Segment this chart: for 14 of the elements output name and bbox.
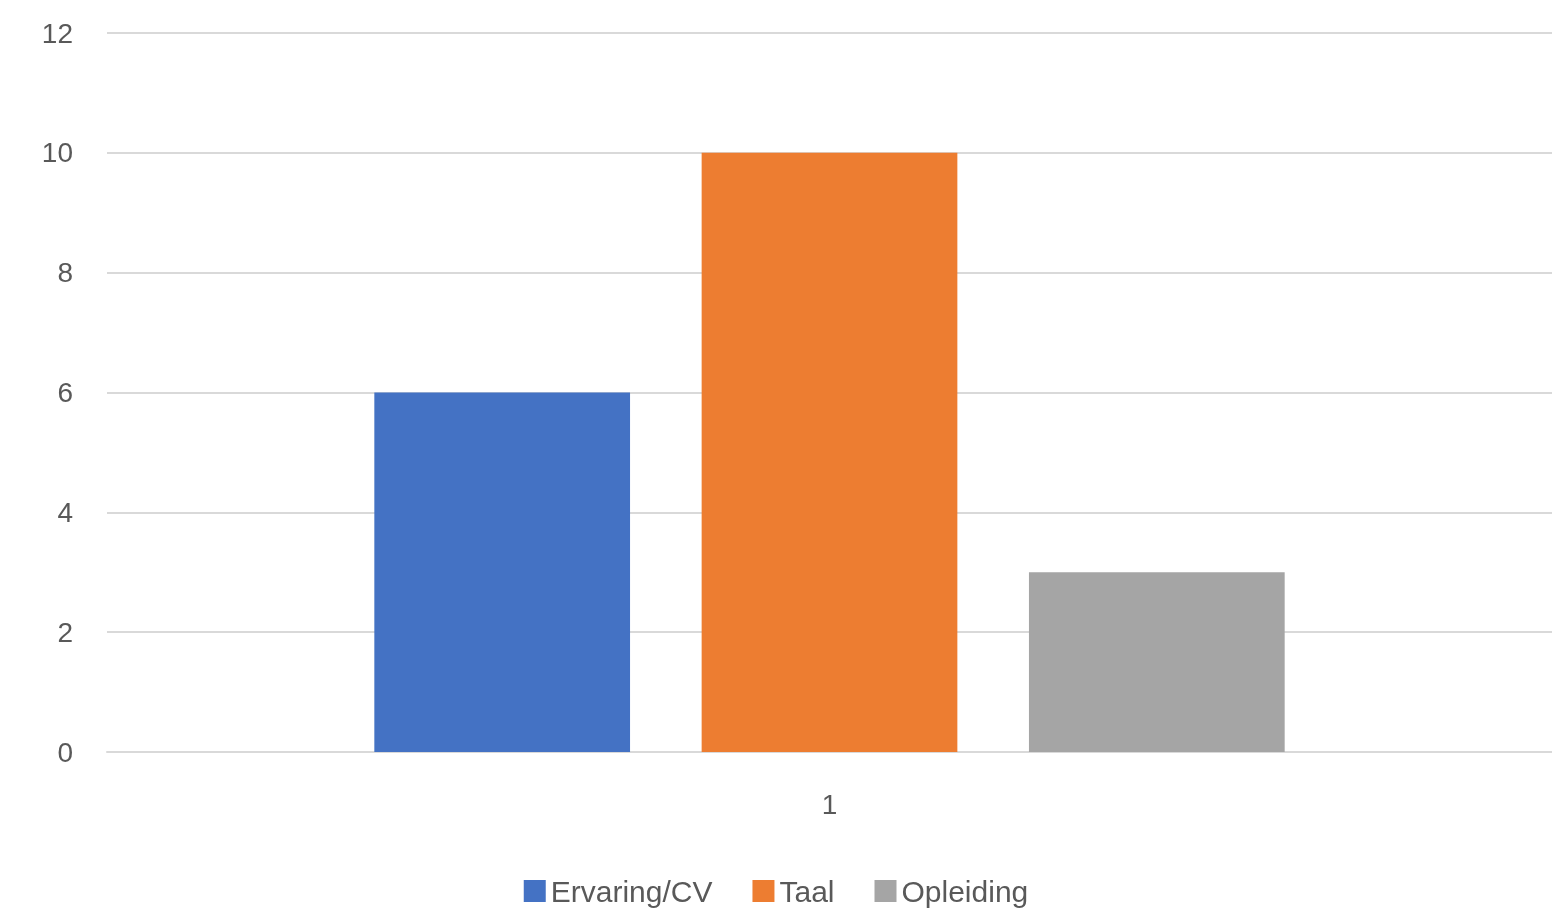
legend-label: Taal xyxy=(779,874,835,908)
y-tick-label: 0 xyxy=(57,736,73,768)
y-tick-label: 2 xyxy=(57,616,73,648)
bar xyxy=(1028,572,1285,752)
legend-label: Opleiding xyxy=(901,874,1029,908)
y-tick-label: 4 xyxy=(57,496,73,528)
y-tick-label: 12 xyxy=(41,17,73,49)
legend-label: Ervaring/CV xyxy=(550,874,713,908)
y-tick-label: 8 xyxy=(57,257,73,289)
bar xyxy=(374,392,631,752)
x-tick-label: 1 xyxy=(821,788,838,820)
y-tick-label: 10 xyxy=(41,137,73,169)
y-tick-label: 6 xyxy=(57,377,73,408)
bar xyxy=(701,152,958,752)
